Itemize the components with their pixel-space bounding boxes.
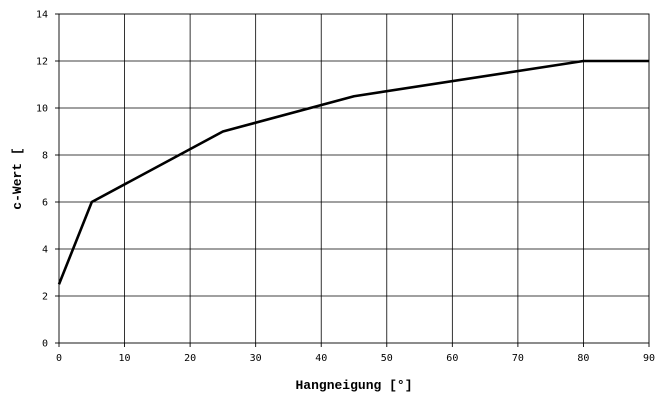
data-point — [58, 283, 60, 285]
y-axis-ticks: 0 2 4 6 8 10 12 14 — [36, 10, 59, 350]
y-tick-label: 8 — [42, 151, 48, 162]
data-point — [91, 201, 93, 203]
y-tick-label: 6 — [42, 198, 48, 209]
y-tick-label: 2 — [42, 292, 48, 303]
x-tick-label: 10 — [119, 353, 131, 364]
x-tick-label: 80 — [577, 353, 589, 364]
x-tick-label: 70 — [512, 353, 524, 364]
grid — [59, 14, 649, 343]
y-tick-label: 4 — [42, 245, 48, 256]
plot-border — [58, 13, 650, 344]
x-tick-label: 0 — [56, 353, 62, 364]
x-axis-ticks: 0 10 20 30 40 50 60 70 80 90 — [56, 343, 655, 364]
x-tick-label: 50 — [381, 353, 393, 364]
x-tick-label: 90 — [643, 353, 655, 364]
data-point — [648, 60, 650, 62]
x-tick-label: 20 — [184, 353, 196, 364]
plot-frame — [58, 13, 650, 344]
series-group — [57, 59, 650, 285]
x-tick-label: 30 — [250, 353, 262, 364]
data-point — [582, 60, 584, 62]
y-tick-label: 12 — [36, 57, 48, 68]
x-tick-label: 40 — [315, 353, 327, 364]
data-point — [353, 95, 355, 97]
y-axis-title: c-Wert [ — [10, 147, 25, 209]
series-line — [57, 59, 649, 285]
data-point — [222, 131, 224, 132]
x-axis-title: Hangneigung [°] — [295, 378, 412, 393]
y-tick-label: 14 — [36, 10, 48, 21]
y-tick-label: 0 — [42, 339, 48, 350]
x-tick-label: 60 — [446, 353, 458, 364]
y-tick-label: 10 — [36, 104, 48, 115]
